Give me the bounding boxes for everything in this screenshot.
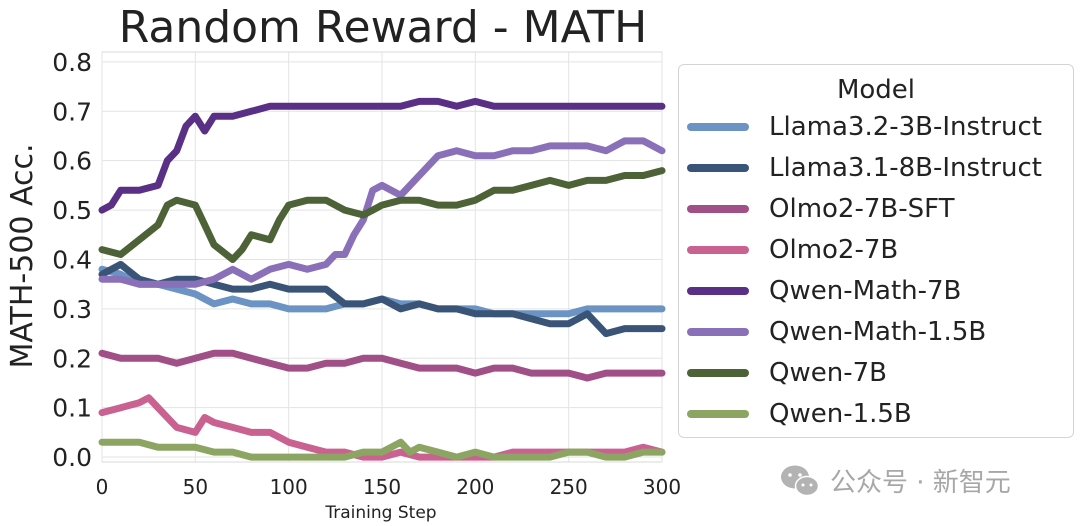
legend-swatch bbox=[687, 123, 749, 131]
legend: Model Llama3.2-3B-Instruct Llama3.1-8B-In… bbox=[678, 64, 1074, 438]
legend-item: Qwen-1.5B bbox=[687, 394, 912, 434]
chart-title: Random Reward - MATH bbox=[119, 2, 647, 53]
x-tick-label: 250 bbox=[550, 475, 588, 499]
series-line bbox=[98, 167, 666, 263]
legend-item: Llama3.1-8B-Instruct bbox=[687, 148, 1042, 188]
x-tick-label: 50 bbox=[183, 475, 208, 499]
x-axis-label: Training Step bbox=[324, 503, 436, 523]
y-tick-label: 0.1 bbox=[52, 394, 92, 423]
x-tick-label: 300 bbox=[643, 475, 681, 499]
legend-label: Qwen-1.5B bbox=[769, 399, 912, 429]
axes: 0 50 100 150 200 250 300 0.0 0.1 0.2 0.3 0.4 0.5 0.6 0… bbox=[52, 48, 681, 499]
y-tick-label: 0.0 bbox=[52, 443, 92, 472]
legend-item: Qwen-Math-1.5B bbox=[687, 312, 986, 352]
legend-swatch bbox=[687, 287, 749, 295]
wechat-icon bbox=[781, 465, 820, 496]
series-line bbox=[98, 438, 666, 461]
y-tick-label: 0.8 bbox=[52, 48, 92, 77]
legend-swatch bbox=[687, 410, 749, 418]
x-tick-label: 200 bbox=[456, 475, 494, 499]
watermark-text: 公众号 · 新智元 bbox=[830, 468, 1011, 498]
y-axis-label: MATH-500 Acc. bbox=[5, 143, 40, 368]
legend-swatch bbox=[687, 164, 749, 172]
legend-label: Llama3.1-8B-Instruct bbox=[769, 153, 1042, 183]
legend-swatch bbox=[687, 369, 749, 377]
grid-lines bbox=[101, 51, 663, 463]
legend-label: Qwen-Math-1.5B bbox=[769, 317, 987, 347]
legend-label: Qwen-Math-7B bbox=[769, 276, 962, 306]
watermark: 公众号 · 新智元 bbox=[780, 462, 1011, 499]
x-tick-label: 0 bbox=[96, 475, 109, 499]
legend-title: Model bbox=[836, 75, 916, 105]
legend-label: Olmo2-7B bbox=[769, 235, 899, 265]
series-lines bbox=[98, 97, 666, 461]
legend-swatch bbox=[687, 246, 749, 254]
legend-item: Qwen-7B bbox=[687, 353, 887, 393]
legend-item: Llama3.2-3B-Instruct bbox=[687, 107, 1042, 147]
y-tick-label: 0.2 bbox=[52, 344, 92, 373]
y-tick-label: 0.4 bbox=[52, 245, 92, 274]
legend-label: Olmo2-7B-SFT bbox=[769, 194, 955, 224]
legend-item: Olmo2-7B-SFT bbox=[687, 189, 955, 229]
legend-item: Olmo2-7B bbox=[687, 230, 898, 270]
y-tick-label: 0.7 bbox=[52, 97, 92, 126]
series-line bbox=[98, 97, 666, 214]
legend-label: Qwen-7B bbox=[769, 358, 887, 388]
legend-swatch bbox=[687, 205, 749, 213]
x-tick-label: 150 bbox=[363, 475, 401, 499]
legend-label: Llama3.2-3B-Instruct bbox=[769, 112, 1042, 142]
x-tick-label: 100 bbox=[270, 475, 308, 499]
legend-swatch bbox=[687, 328, 749, 336]
y-tick-label: 0.3 bbox=[52, 295, 92, 324]
y-tick-label: 0.5 bbox=[52, 196, 92, 225]
series-line bbox=[98, 349, 666, 382]
series-line bbox=[98, 137, 666, 288]
y-tick-label: 0.6 bbox=[52, 147, 92, 176]
series-line bbox=[98, 260, 666, 338]
legend-item: Qwen-Math-7B bbox=[687, 271, 961, 311]
